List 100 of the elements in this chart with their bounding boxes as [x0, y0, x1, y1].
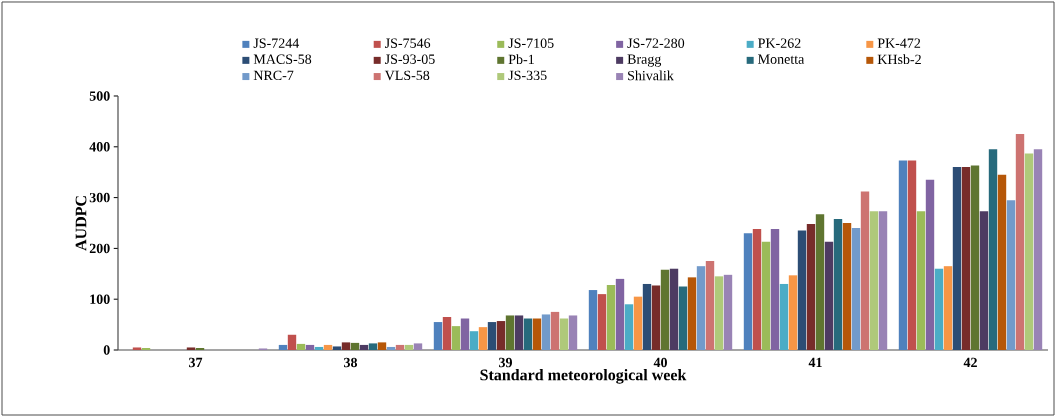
- bar: [678, 286, 688, 350]
- bar: [660, 269, 670, 350]
- bar: [597, 294, 607, 350]
- bar: [815, 214, 825, 350]
- x-tick-label: 38: [344, 357, 358, 368]
- y-tick-label: 0: [103, 345, 110, 355]
- bar: [752, 229, 762, 350]
- bar: [1033, 149, 1043, 350]
- bar: [624, 304, 634, 350]
- bar: [195, 347, 205, 350]
- x-tick-label: 41: [808, 357, 822, 368]
- bar: [979, 211, 989, 350]
- legend-label: JS-335: [508, 70, 547, 81]
- bar: [305, 344, 315, 350]
- bar: [377, 342, 387, 350]
- bar: [651, 285, 661, 350]
- bar: [934, 268, 944, 350]
- bar: [559, 318, 569, 350]
- bar: [907, 160, 917, 350]
- bar: [851, 228, 861, 350]
- bar: [487, 322, 497, 350]
- legend-label: PK-262: [758, 38, 801, 48]
- bar: [413, 343, 423, 350]
- legend-label: JS-7105: [508, 38, 554, 48]
- bar: [550, 311, 560, 350]
- bar: [687, 277, 697, 350]
- y-tick-label: 500: [89, 91, 110, 101]
- bar: [961, 167, 971, 350]
- bar: [696, 266, 706, 350]
- legend-label: Monetta: [758, 54, 805, 64]
- legend-label: Pb-1: [508, 54, 534, 65]
- bar: [278, 344, 288, 350]
- bar: [860, 191, 870, 350]
- bar: [386, 346, 396, 350]
- bar: [296, 343, 306, 350]
- bar: [633, 296, 643, 350]
- bar: [568, 315, 578, 350]
- bar: [606, 284, 616, 350]
- legend-label: KHsb-2: [877, 54, 921, 65]
- bar: [314, 346, 324, 350]
- bar: [714, 276, 724, 350]
- bar: [1015, 134, 1025, 350]
- bar: [332, 346, 342, 350]
- bar: [869, 211, 879, 350]
- bar: [615, 278, 625, 350]
- bar: [341, 342, 351, 350]
- bar: [514, 315, 524, 350]
- bar: [779, 283, 789, 350]
- bar: [523, 318, 533, 350]
- bar: [287, 334, 297, 350]
- bar: [916, 211, 926, 350]
- legend-label: PK-472: [877, 38, 921, 48]
- legend-label: MACS-58: [253, 54, 312, 64]
- bar: [368, 343, 378, 350]
- bar: [469, 331, 479, 350]
- bar: [433, 322, 443, 350]
- bar: [359, 344, 369, 350]
- legend-label: Bragg: [627, 54, 662, 67]
- x-tick-label: 37: [189, 357, 203, 368]
- bar: [878, 211, 888, 350]
- bar: [988, 149, 998, 350]
- bar: [898, 160, 908, 350]
- legend-label: JS-7546: [384, 38, 431, 48]
- bar: [970, 165, 980, 350]
- bar: [642, 283, 652, 350]
- legend-label: VLS-58: [384, 70, 430, 81]
- bar: [478, 327, 488, 350]
- bar: [842, 223, 852, 350]
- legend-label: Shivalik: [628, 70, 674, 81]
- bar: [141, 347, 151, 350]
- bar: [997, 174, 1007, 350]
- bar: [952, 167, 962, 350]
- bar: [925, 179, 935, 350]
- bar: [132, 347, 142, 350]
- bar: [824, 241, 834, 350]
- bar: [496, 321, 506, 350]
- x-tick-label: 39: [499, 357, 512, 368]
- y-tick-label: 100: [90, 294, 110, 304]
- bar: [761, 241, 771, 350]
- bar: [323, 344, 333, 350]
- bar: [532, 318, 542, 350]
- bar: [743, 233, 753, 350]
- x-tick-label: 42: [963, 357, 977, 368]
- bar: [1006, 200, 1016, 350]
- bar: [705, 261, 715, 350]
- bar: [943, 266, 953, 350]
- bar: [350, 342, 360, 350]
- bar: [833, 218, 843, 350]
- bar: [806, 224, 816, 350]
- y-tick-label: 300: [89, 192, 110, 203]
- bar: [442, 316, 452, 350]
- legend-label: JS-7244: [253, 38, 300, 48]
- y-axis-title: AUDPC: [75, 196, 87, 251]
- bar: [395, 344, 405, 350]
- bar: [788, 275, 798, 350]
- x-tick-label: 40: [653, 357, 667, 368]
- bar: [669, 268, 679, 350]
- bar: [797, 230, 807, 350]
- bar: [460, 318, 470, 350]
- bar: [1024, 153, 1034, 350]
